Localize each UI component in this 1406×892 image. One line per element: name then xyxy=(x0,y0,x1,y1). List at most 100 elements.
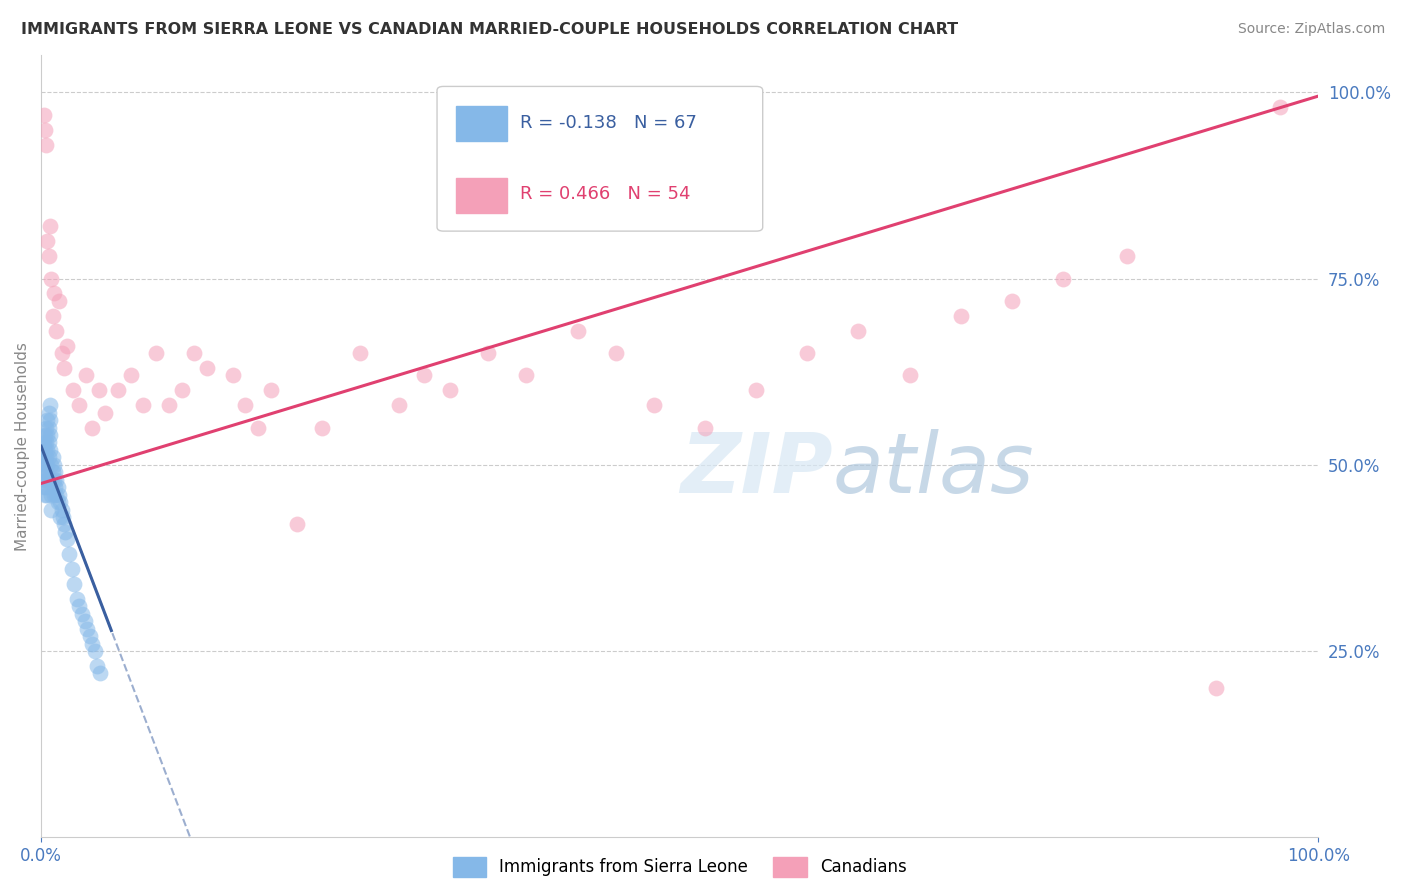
Point xyxy=(45,324,67,338)
Point xyxy=(86,659,108,673)
Point xyxy=(1205,681,1227,696)
Point xyxy=(132,398,155,412)
Point xyxy=(67,599,90,614)
Point xyxy=(32,435,55,450)
Point xyxy=(145,346,167,360)
Point xyxy=(157,398,180,412)
Legend: Immigrants from Sierra Leone, Canadians: Immigrants from Sierra Leone, Canadians xyxy=(446,850,914,884)
Point xyxy=(477,346,499,360)
Point xyxy=(35,137,58,152)
Point xyxy=(35,420,58,434)
Point xyxy=(643,398,665,412)
Point xyxy=(39,398,62,412)
Point xyxy=(32,108,55,122)
Text: ZIP: ZIP xyxy=(681,429,832,510)
Point xyxy=(38,450,60,465)
Point xyxy=(439,384,461,398)
Point xyxy=(260,384,283,398)
Point xyxy=(796,346,818,360)
Point xyxy=(44,465,66,479)
Point xyxy=(349,346,371,360)
Point xyxy=(41,450,63,465)
Point xyxy=(605,346,627,360)
Point xyxy=(45,473,67,487)
Y-axis label: Married-couple Households: Married-couple Households xyxy=(15,342,30,550)
Point xyxy=(37,413,59,427)
Point xyxy=(42,286,65,301)
Point xyxy=(413,368,436,383)
Point xyxy=(37,458,59,472)
Point xyxy=(48,293,70,308)
Text: Source: ZipAtlas.com: Source: ZipAtlas.com xyxy=(1237,22,1385,37)
Point xyxy=(1115,249,1137,263)
Point xyxy=(87,384,110,398)
Point xyxy=(35,435,58,450)
Point xyxy=(107,384,129,398)
Point xyxy=(34,442,56,457)
Point xyxy=(49,510,72,524)
Point xyxy=(388,398,411,412)
Point xyxy=(34,428,56,442)
Point xyxy=(695,420,717,434)
Point xyxy=(32,480,55,494)
Point xyxy=(39,413,62,427)
Point xyxy=(34,487,56,501)
Point xyxy=(63,577,86,591)
Point xyxy=(89,666,111,681)
Point xyxy=(37,473,59,487)
Point xyxy=(52,510,75,524)
Point xyxy=(41,458,63,472)
Point xyxy=(41,465,63,479)
Point xyxy=(38,249,60,263)
Point xyxy=(41,271,63,285)
Point xyxy=(42,473,65,487)
Point xyxy=(567,324,589,338)
Bar xyxy=(456,106,508,141)
Point xyxy=(37,235,59,249)
Point xyxy=(35,465,58,479)
Point xyxy=(79,629,101,643)
Text: R = 0.466   N = 54: R = 0.466 N = 54 xyxy=(520,186,690,203)
Point xyxy=(76,622,98,636)
Point xyxy=(235,398,257,412)
Point xyxy=(53,361,76,376)
Point xyxy=(31,458,53,472)
FancyBboxPatch shape xyxy=(437,87,762,231)
Point xyxy=(37,442,59,457)
Point xyxy=(62,384,84,398)
Point xyxy=(38,435,60,450)
Point xyxy=(41,502,63,516)
Point xyxy=(311,420,333,434)
Point xyxy=(82,420,104,434)
Point xyxy=(53,517,76,532)
Point xyxy=(73,614,96,628)
Point xyxy=(32,465,55,479)
Point xyxy=(31,473,53,487)
Point xyxy=(848,324,870,338)
Point xyxy=(745,384,768,398)
Point xyxy=(31,442,53,457)
Point xyxy=(1001,293,1024,308)
Point xyxy=(515,368,537,383)
Text: IMMIGRANTS FROM SIERRA LEONE VS CANADIAN MARRIED-COUPLE HOUSEHOLDS CORRELATION C: IMMIGRANTS FROM SIERRA LEONE VS CANADIAN… xyxy=(21,22,959,37)
Point xyxy=(1052,271,1074,285)
Point xyxy=(51,502,73,516)
Point xyxy=(38,406,60,420)
Point xyxy=(34,473,56,487)
Point xyxy=(70,607,93,621)
Point xyxy=(39,219,62,234)
Point xyxy=(75,368,97,383)
Point xyxy=(32,450,55,465)
Point xyxy=(53,524,76,539)
Point xyxy=(221,368,243,383)
Point xyxy=(285,517,308,532)
Point xyxy=(898,368,921,383)
Point xyxy=(39,428,62,442)
Point xyxy=(120,368,142,383)
Text: R = -0.138   N = 67: R = -0.138 N = 67 xyxy=(520,114,697,132)
Point xyxy=(46,480,69,494)
Point xyxy=(247,420,270,434)
Point xyxy=(34,122,56,136)
Point xyxy=(37,487,59,501)
Point xyxy=(42,487,65,501)
